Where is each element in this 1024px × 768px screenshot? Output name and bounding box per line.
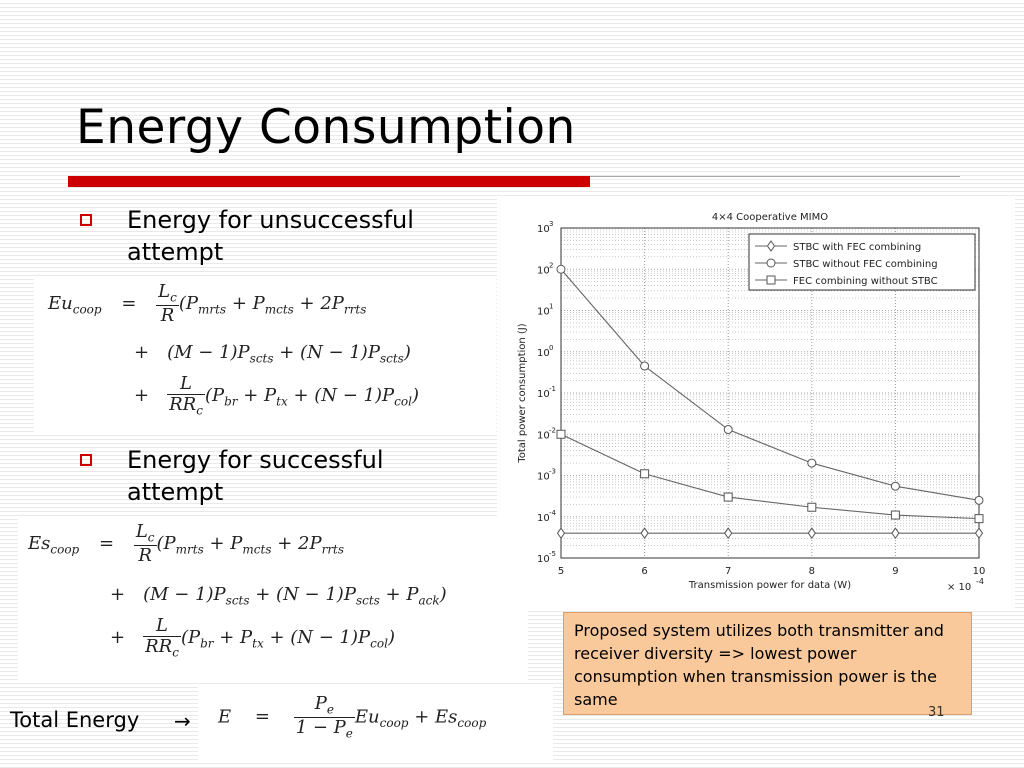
equation-line-3: + L RRc (Pbr + Ptx + (N − 1)Pcol) — [110, 615, 395, 660]
legend-box — [748, 233, 976, 291]
series-1-point — [974, 527, 984, 540]
y-tick-label: 10 — [537, 430, 550, 441]
x-tick-label: 5 — [558, 566, 564, 577]
legend-marker — [766, 258, 776, 268]
equation-line-2: + (M − 1)Pscts + (N − 1)Pscts) — [134, 342, 411, 366]
bullet-successful: Energy for successful attempt — [80, 444, 487, 508]
equation-total: E = Pe 1 − Pe Eucoop + Escoop — [198, 684, 553, 762]
y-tick-label: 10 — [537, 389, 550, 400]
y-tick-label: 10 — [537, 513, 550, 524]
equation-line-1: Eucoop = Lc R (Pmrts + Pmcts + 2Prrts — [48, 281, 367, 326]
series-3-point — [556, 429, 566, 439]
x-axis-label: Transmission power for data (W) — [688, 580, 851, 591]
x-multiplier-exponent: -4 — [976, 577, 984, 586]
x-tick-label: 8 — [809, 566, 815, 577]
title-underline-red — [68, 176, 590, 187]
series-1-point — [724, 527, 733, 540]
x-tick-label: 10 — [973, 566, 986, 577]
y-tick-label: 10 — [537, 307, 550, 318]
series-3-point — [723, 492, 733, 502]
y-tick-label: 10 — [537, 554, 550, 565]
series-1-point — [556, 527, 566, 540]
legend-label: STBC with FEC combining — [793, 242, 921, 253]
total-energy-label: Total Energy — [10, 708, 140, 732]
series-1-point — [891, 527, 900, 540]
x-tick-label: 6 — [641, 566, 647, 577]
x-multiplier-label: × 10 — [947, 582, 971, 593]
equation-line-3: + L RRc (Pbr + Ptx + (N − 1)Pcol) — [134, 373, 419, 418]
note-callout: Proposed system utilizes both transmitte… — [563, 612, 972, 715]
series-3-point — [640, 469, 650, 479]
legend-marker — [766, 240, 776, 252]
series-3-point — [974, 514, 984, 524]
series-2-point — [807, 458, 817, 468]
series-2-point — [723, 425, 733, 435]
equation-successful: Escoop = Lc R (Pmrts + Pmcts + 2Prrts + (M … — [18, 518, 528, 682]
y-tick-exponent: -5 — [549, 550, 556, 558]
bullet-unsuccessful: Energy for unsuccessful attempt — [80, 204, 487, 268]
equation-line-1: Escoop = Lc R (Pmrts + Pmcts + 2Prrts — [28, 521, 345, 566]
y-tick-exponent: 3 — [549, 220, 553, 228]
y-tick-exponent: -4 — [549, 509, 557, 517]
chart-title: 4×4 Cooperative MIMO — [712, 212, 828, 223]
series-3-point — [807, 502, 817, 512]
series-2-point — [890, 481, 900, 491]
plot-frame — [560, 227, 980, 559]
bullet-square-icon — [80, 454, 92, 466]
x-tick-label: 9 — [892, 566, 898, 577]
y-tick-exponent: -3 — [549, 468, 556, 476]
legend-marker — [766, 275, 776, 285]
series-line-2 — [560, 268, 980, 501]
chart-panel: 4×4 Cooperative MIMO 5 6 7 8 9 10 × 10 -4 10 3 10 2 1… — [497, 198, 1015, 610]
y-tick-exponent: 0 — [549, 344, 553, 352]
equation-total-line: E = Pe 1 − Pe Eucoop + Escoop — [218, 693, 487, 741]
bullet-label: Energy for unsuccessful attempt — [127, 206, 414, 266]
slide-title: Energy Consumption — [76, 100, 576, 155]
series-line-3 — [560, 433, 980, 520]
page-number: 31 — [928, 705, 945, 720]
legend-label: STBC without FEC combining — [793, 259, 938, 270]
series-2-point — [974, 495, 984, 505]
series-3-point — [890, 510, 900, 520]
bullet-square-icon — [80, 214, 92, 226]
y-tick-exponent: -2 — [549, 426, 556, 434]
legend-label: FEC combining without STBC — [793, 276, 938, 287]
y-tick-label: 10 — [537, 348, 550, 359]
y-tick-label: 10 — [537, 472, 550, 483]
y-tick-exponent: 2 — [549, 261, 553, 269]
equation-unsuccessful: Eucoop = Lc R (Pmrts + Pmcts + 2Prrts + (M … — [34, 278, 496, 434]
equation-line-2: + (M − 1)Pscts + (N − 1)Pscts + Pack) — [110, 584, 447, 608]
title-underline-gray — [590, 176, 960, 177]
y-tick-label: 10 — [537, 265, 550, 276]
arrow-right-icon: → — [174, 709, 191, 733]
series-1-point — [807, 527, 816, 540]
series-1-point — [640, 527, 649, 540]
y-axis-label: Total power consumption (J) — [517, 323, 528, 463]
series-2-point — [556, 264, 566, 274]
y-tick-exponent: 1 — [549, 303, 553, 311]
series-2-point — [640, 361, 650, 371]
x-tick-label: 7 — [725, 566, 731, 577]
y-tick-label: 10 — [537, 224, 550, 235]
y-tick-exponent: -1 — [549, 385, 556, 393]
bullet-label: Energy for successful attempt — [127, 446, 384, 506]
